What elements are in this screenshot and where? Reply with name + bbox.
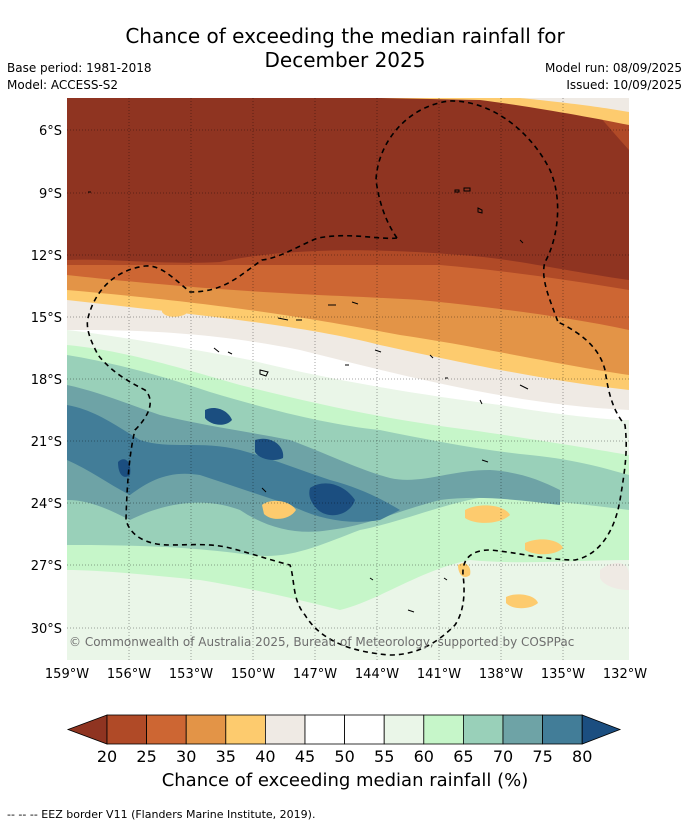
map-fields: © Commonwealth of Australia 2025, Bureau… [67,98,629,660]
lat-label: 12°S [31,249,62,264]
colorbar-swatch [304,714,345,745]
patch-35-b [465,505,510,523]
patch-35-d [458,563,471,577]
eez-north [375,100,559,323]
colorbar-tick-label: 80 [572,747,592,766]
colorbar-tick-label: 65 [453,747,473,766]
colorbar: 20 25 30 35 40 45 50 55 60 65 70 75 80 [66,714,622,766]
band-above80-b [309,483,355,516]
lon-label: 153°W [169,667,213,682]
band-above80-d [205,408,232,425]
band-45-north [500,98,629,112]
band-70 [67,355,629,556]
map-title-line1: Chance of exceeding the median rainfall … [125,24,565,48]
lon-label: 147°W [293,667,337,682]
colorbar-tick-label: 20 [97,747,117,766]
base-period: Base period: 1981-2018 [7,61,152,75]
lon-label: 135°W [541,667,585,682]
eez-borders [86,100,627,656]
copyright-notice: © Commonwealth of Australia 2025, Bureau… [69,635,574,649]
lon-label: 138°W [479,667,523,682]
lat-label: 18°S [31,373,62,388]
colorbar-tick-label: 75 [532,747,552,766]
colorbar-swatch [542,714,583,745]
patch-35-f [162,305,186,317]
colorbar-swatch [106,714,147,745]
patch-45-a [600,563,629,590]
lon-label: 144°W [355,667,399,682]
colorbar-extend-low [66,714,108,745]
colorbar-swatch [383,714,425,745]
lat-label: 27°S [31,559,62,574]
colorbar-extend-high [581,714,622,745]
map-title-line2: December 2025 [264,48,426,72]
longitude-labels: 159°W 156°W 153°W 150°W 147°W 144°W 141°… [45,667,647,682]
colorbar-tick-label: 60 [414,747,434,766]
colorbar-tick-label: 70 [493,747,513,766]
colorbar-swatch [264,714,306,745]
lon-label: 156°W [107,667,151,682]
islands [88,187,529,613]
band-35-north [380,98,629,125]
lat-label: 30°S [31,622,62,637]
patch-35-a [262,500,296,519]
colorbar-tick-label: 45 [295,747,315,766]
colorbar-tick-label: 55 [374,747,394,766]
lon-label: 150°W [231,667,275,682]
patch-35-e [506,594,538,609]
colorbar-swatch [225,714,266,745]
lon-label: 159°W [45,667,89,682]
eez-main [86,234,627,656]
lat-label: 24°S [31,497,62,512]
colorbar-tick-label: 25 [136,747,156,766]
lon-label: 141°W [417,667,461,682]
colorbar-tick-label: 50 [334,747,354,766]
graticule [67,98,629,660]
latitude-labels: 6°S 9°S 12°S 15°S 18°S 21°S 24°S 27°S 30… [31,124,62,637]
colorbar-swatch [146,714,187,745]
colorbar-swatch [185,714,227,745]
patch-35-c [525,539,563,555]
lat-label: 15°S [31,311,62,326]
colorbar-swatch [462,714,504,745]
eez-legend: -- -- -- EEZ border V11 (Flanders Marine… [7,808,316,821]
band-above80-c [118,459,131,477]
lat-label: 9°S [39,187,62,202]
band-below20 [67,98,629,280]
model-name: Model: ACCESS-S2 [7,78,119,92]
band-above80-a [255,438,284,460]
band-75 [67,385,560,532]
colorbar-swatch [423,714,464,745]
colorbar-tick-label: 30 [176,747,196,766]
colorbar-swatch [502,714,543,745]
lon-label: 132°W [603,667,647,682]
model-run-date: Model run: 08/09/2025 [544,61,682,75]
colorbar-label: Chance of exceeding median rainfall (%) [161,770,529,791]
colorbar-tick-label: 40 [255,747,275,766]
colorbar-swatch [344,714,385,745]
issued-date: Issued: 10/09/2025 [566,78,682,92]
lat-label: 21°S [31,435,62,450]
colorbar-tick-label: 35 [216,747,236,766]
lat-label: 6°S [39,124,62,139]
